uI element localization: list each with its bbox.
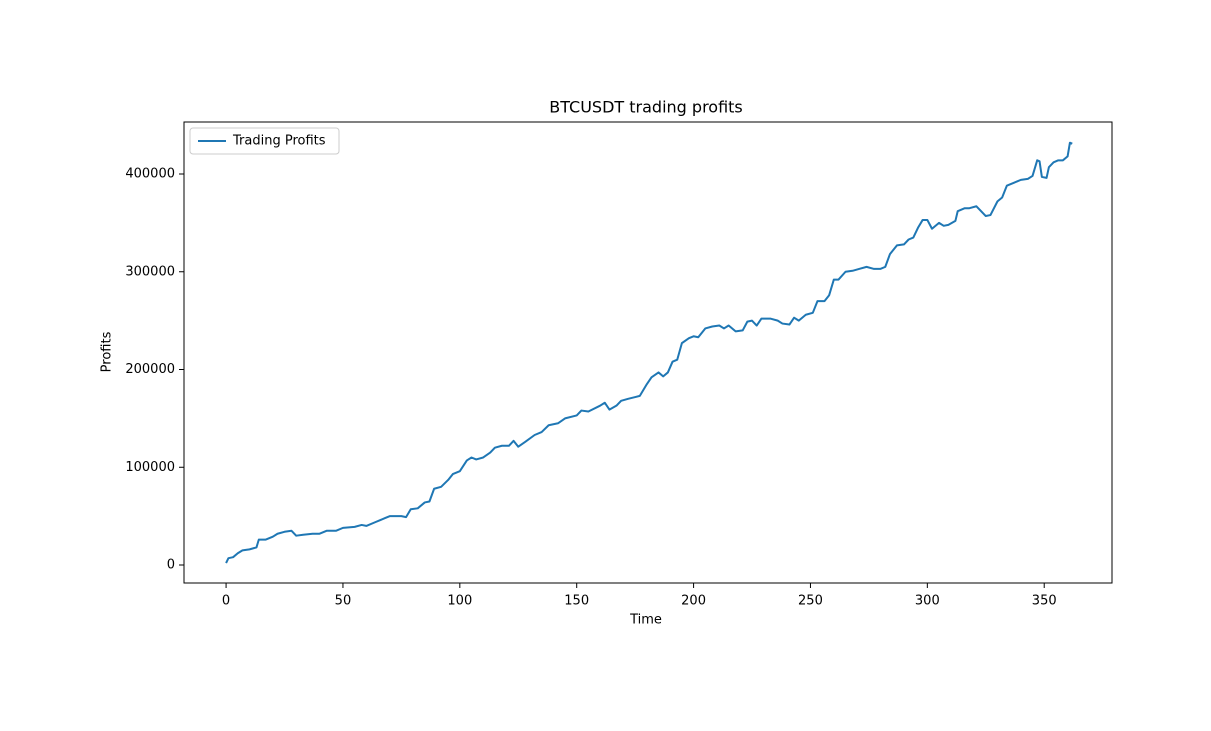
- legend-label: Trading Profits: [232, 134, 326, 149]
- x-tick-label: 100: [447, 594, 472, 609]
- y-tick-label: 200000: [125, 362, 175, 377]
- x-axis-label: Time: [629, 613, 662, 628]
- chart-title: BTCUSDT trading profits: [549, 98, 743, 117]
- x-tick-label: 200: [681, 594, 706, 609]
- y-tick-label: 0: [167, 558, 175, 573]
- data-line: [225, 141, 1073, 564]
- x-tick-label: 350: [1032, 594, 1057, 609]
- x-tick-label: 300: [915, 594, 940, 609]
- y-tick-label: 100000: [125, 460, 175, 475]
- x-tick-label: 50: [335, 594, 352, 609]
- legend-box: [189, 127, 340, 155]
- y-tick-label: 400000: [125, 167, 175, 182]
- plot-frame: [183, 121, 1113, 584]
- x-tick-label: 250: [798, 594, 823, 609]
- y-tick-label: 300000: [125, 264, 175, 279]
- x-tick-label: 0: [222, 594, 230, 609]
- x-tick-label: 150: [564, 594, 589, 609]
- y-axis-label: Profits: [100, 331, 115, 372]
